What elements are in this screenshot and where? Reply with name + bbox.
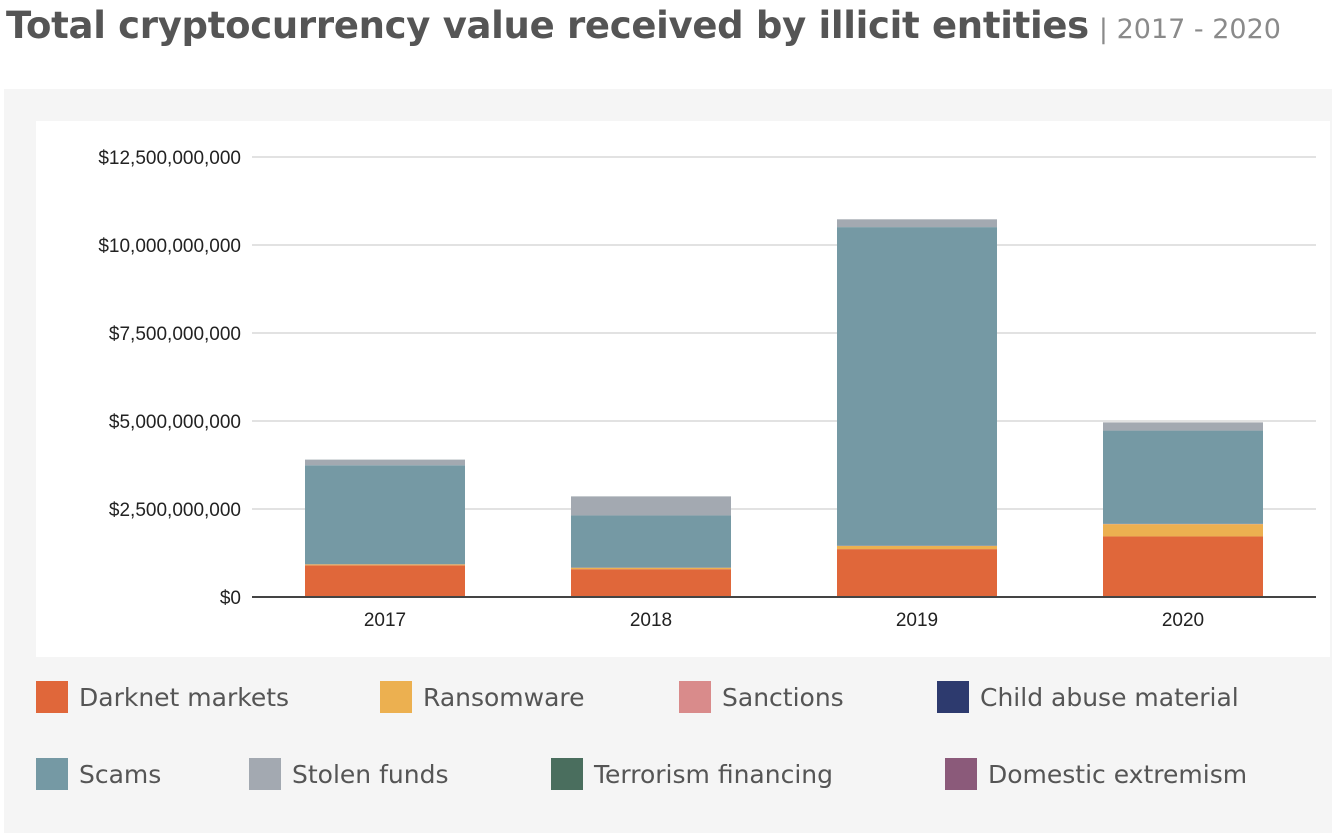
- y-tick-label: $7,500,000,000: [109, 324, 241, 345]
- bar-ransomware-2017: [305, 564, 465, 566]
- legend-item-ransomware: Ransomware: [380, 680, 585, 714]
- legend-label: Domestic extremism: [988, 759, 1248, 789]
- y-tick-label: $2,500,000,000: [109, 500, 241, 521]
- legend-label: Stolen funds: [292, 759, 449, 789]
- bar-darknet-markets-2017: [305, 565, 465, 597]
- bar-stolen-funds-2018: [571, 496, 731, 516]
- legend-item-stolen-funds: Stolen funds: [249, 757, 448, 791]
- x-tick-label: 2017: [364, 610, 406, 631]
- legend-label: Child abuse material: [980, 682, 1239, 712]
- legend-item-terrorism-financing: Terrorism financing: [551, 757, 833, 791]
- legend-label: Darknet markets: [79, 682, 290, 712]
- legend-item-darknet-markets: Darknet markets: [36, 680, 289, 714]
- legend-label: Ransomware: [423, 682, 585, 712]
- bar-ransomware-2019: [837, 545, 997, 550]
- chart-title-row: Total cryptocurrency value received by i…: [6, 0, 1281, 60]
- bar-scams-2020: [1103, 430, 1263, 524]
- legend-swatch: [36, 758, 68, 790]
- x-tick-label: 2018: [630, 610, 672, 631]
- bar-stolen-funds-2020: [1103, 422, 1263, 431]
- legend-item-child-abuse-material: Child abuse material: [937, 680, 1239, 714]
- y-tick-label: $12,500,000,000: [98, 148, 241, 169]
- legend-label: Scams: [79, 759, 162, 789]
- legend-swatch: [551, 758, 583, 790]
- bar-scams-2018: [571, 515, 731, 568]
- bar-ransomware-2018: [571, 567, 731, 570]
- y-tick-label: $0: [220, 588, 241, 609]
- x-tick-label: 2020: [1162, 610, 1204, 631]
- legend-swatch: [945, 758, 977, 790]
- bar-ransomware-2020: [1103, 524, 1263, 537]
- chart-title: Total cryptocurrency value received by i…: [6, 4, 1089, 47]
- legend-label: Sanctions: [722, 682, 844, 712]
- legend-item-sanctions: Sanctions: [679, 680, 844, 714]
- legend-swatch: [679, 681, 711, 713]
- legend-swatch: [36, 681, 68, 713]
- chart-subtitle: | 2017 - 2020: [1098, 14, 1281, 45]
- legend-swatch: [380, 681, 412, 713]
- legend-item-domestic-extremism: Domestic extremism: [945, 757, 1247, 791]
- bar-darknet-markets-2020: [1103, 536, 1263, 597]
- chart-legend: Darknet markets Ransomware Sanctions Child …: [36, 666, 1326, 826]
- x-tick-label: 2019: [896, 610, 938, 631]
- y-tick-label: $10,000,000,000: [98, 236, 241, 257]
- legend-label: Terrorism financing: [594, 759, 833, 789]
- bar-darknet-markets-2018: [571, 569, 731, 597]
- bar-stolen-funds-2019: [837, 219, 997, 228]
- bar-scams-2019: [837, 227, 997, 546]
- legend-item-scams: Scams: [36, 757, 161, 791]
- bar-stolen-funds-2017: [305, 459, 465, 466]
- y-tick-label: $5,000,000,000: [109, 412, 241, 433]
- bar-darknet-markets-2019: [837, 549, 997, 597]
- bar-scams-2017: [305, 465, 465, 565]
- legend-swatch: [937, 681, 969, 713]
- legend-swatch: [249, 758, 281, 790]
